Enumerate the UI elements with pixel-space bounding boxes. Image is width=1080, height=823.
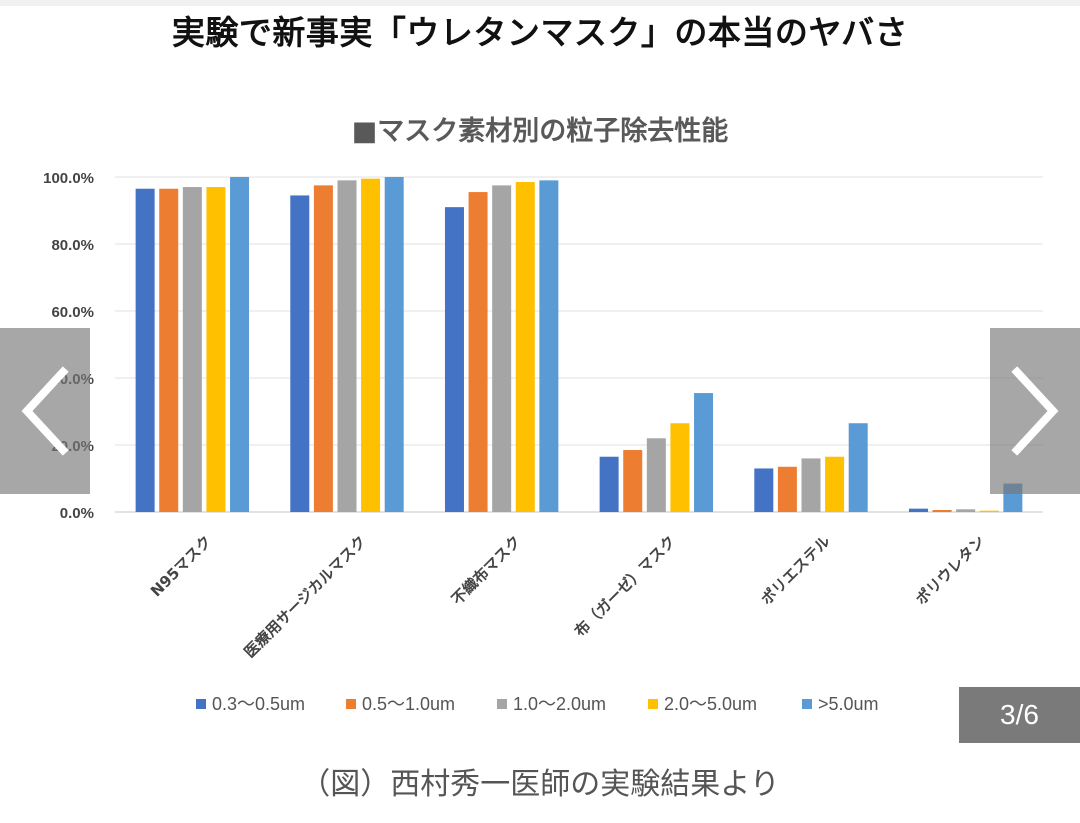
bar [492,185,512,512]
bar [515,182,535,512]
bar [384,177,404,512]
bar [313,185,333,512]
bar [135,188,155,512]
x-category-label: N95マスク [147,532,215,600]
legend-swatch [802,699,812,709]
x-category-label: ポリウレタン [912,532,988,608]
bar [230,177,250,512]
chart-panel: ■マスク素材別の粒子除去性能0.0%20.0%40.0%60.0%80.0%10… [0,84,1080,744]
y-tick-label: 80.0% [51,237,94,254]
bar [623,450,643,512]
legend-swatch [196,699,206,709]
y-tick-label: 0.0% [60,505,94,522]
page-title: 実験で新事実「ウレタンマスク」の本当のヤバさ [171,13,909,52]
bar [599,456,619,512]
bar [956,509,976,512]
legend-label: 1.0〜2.0um [513,694,606,714]
bar [290,195,310,513]
bar [468,192,488,512]
x-category-label: 医療用サージカルマスク [241,532,370,661]
bar [908,508,928,512]
bar [182,187,202,513]
legend-label: 0.3〜0.5um [212,694,305,714]
x-category-label: 布（ガーゼ）マスク [571,532,679,640]
legend-swatch [346,699,356,709]
bar [670,423,690,512]
bar [337,180,357,512]
chevron-right-icon [1011,366,1059,456]
bar [825,456,845,512]
next-slide-button[interactable] [990,328,1080,494]
bar [777,466,797,512]
bar [444,207,464,512]
top-divider [0,0,1080,6]
bar [932,509,952,512]
bar [539,180,559,512]
legend-swatch [497,699,507,709]
bar [979,510,999,512]
bar [801,458,821,512]
x-category-label: 不織布マスク [448,532,524,608]
legend-label: >5.0um [818,694,879,714]
bar [848,423,868,512]
legend-swatch [648,699,658,709]
x-category-label: ポリエステル [757,532,833,608]
chevron-left-icon [21,366,69,456]
legend-label: 2.0〜5.0um [664,694,757,714]
legend-label: 0.5〜1.0um [362,694,455,714]
bar [206,187,226,513]
chart-title: ■マスク素材別の粒子除去性能 [352,115,729,147]
figure-caption: （図）西村秀一医師の実験結果より [300,767,780,802]
bar [361,178,381,513]
bar [754,468,774,512]
bar [646,438,666,512]
slide-counter: 3/6 [959,687,1080,743]
bar [159,188,179,512]
y-tick-label: 100.0% [43,170,94,187]
bar-chart: ■マスク素材別の粒子除去性能0.0%20.0%40.0%60.0%80.0%10… [43,115,1043,714]
y-tick-label: 60.0% [51,304,94,321]
bar [694,393,714,512]
previous-slide-button[interactable] [0,328,90,494]
